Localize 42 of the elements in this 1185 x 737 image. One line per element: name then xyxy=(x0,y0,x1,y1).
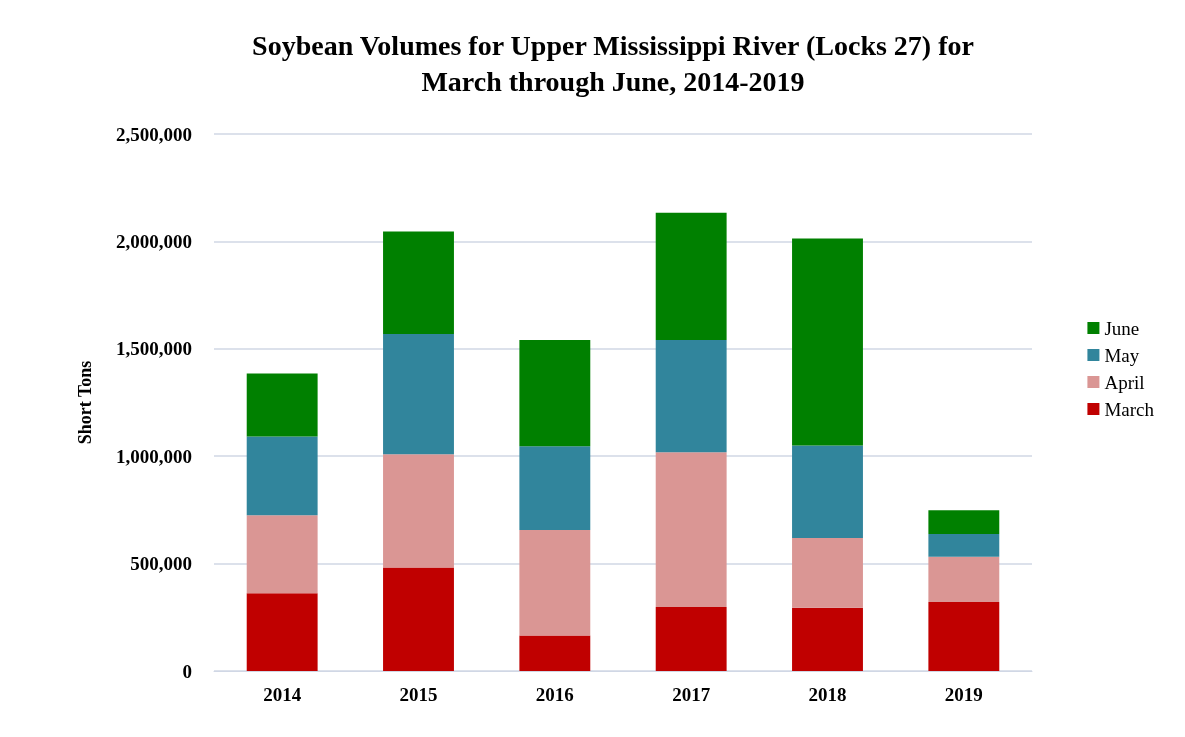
bar xyxy=(928,556,1000,603)
bar xyxy=(383,454,454,568)
x-tick-label: 2015 xyxy=(399,684,438,705)
bar xyxy=(246,436,318,516)
bar xyxy=(655,452,727,607)
y-tick-label: 0 xyxy=(182,660,192,682)
bar xyxy=(928,533,1000,557)
y-tick-label: 1,000,000 xyxy=(116,445,192,467)
chart-title: Soybean Volumes for Upper Mississippi River (Locks 27) for March through June, 2014-2019 xyxy=(252,29,974,97)
x-tick-label: 2014 xyxy=(263,684,302,705)
bar xyxy=(792,445,863,539)
legend-label: June xyxy=(1104,317,1140,339)
y-tick-label: 2,500,000 xyxy=(116,123,192,145)
bar xyxy=(519,530,591,636)
bar xyxy=(519,635,591,671)
bar xyxy=(655,339,727,453)
legend-label: April xyxy=(1104,371,1145,393)
bar xyxy=(928,510,1000,534)
x-tick-label: 2017 xyxy=(672,684,711,705)
bar xyxy=(792,607,863,671)
x-tick-label: 2019 xyxy=(944,684,983,705)
bar xyxy=(383,231,454,334)
y-axis-title: Short Tons xyxy=(75,360,95,445)
y-tick-label: 1,500,000 xyxy=(116,338,192,360)
bar xyxy=(246,515,318,594)
bar xyxy=(383,333,454,455)
bar xyxy=(928,602,1000,671)
bar xyxy=(792,538,863,608)
bar xyxy=(792,238,863,446)
y-tick-label: 2,000,000 xyxy=(116,230,192,252)
bar xyxy=(519,339,591,447)
bar xyxy=(246,373,318,437)
bar xyxy=(383,567,454,671)
x-tick-label: 2018 xyxy=(808,684,847,705)
y-tick-label: 500,000 xyxy=(130,553,192,575)
x-tick-label: 2016 xyxy=(535,684,574,705)
bar xyxy=(519,446,591,531)
bar xyxy=(655,212,727,340)
legend-label: May xyxy=(1104,344,1140,366)
bar xyxy=(655,606,727,671)
bar xyxy=(246,593,318,671)
legend-label: March xyxy=(1104,398,1155,420)
